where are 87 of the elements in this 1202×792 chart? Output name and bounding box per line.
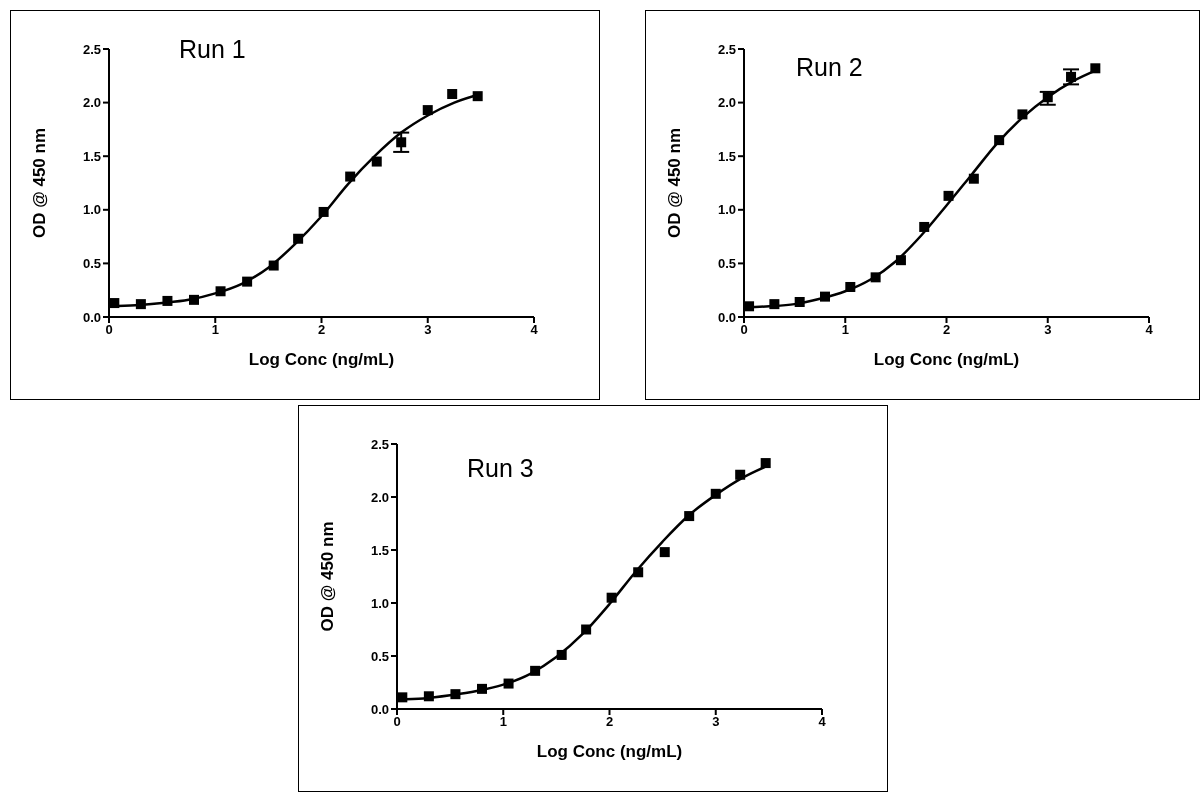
point xyxy=(556,649,567,660)
point xyxy=(845,281,856,292)
point xyxy=(659,547,670,558)
point xyxy=(581,624,592,635)
y-tick-label: 0.0 xyxy=(717,309,736,325)
y-tick-label: 2.5 xyxy=(370,436,389,452)
point xyxy=(943,190,954,201)
point xyxy=(371,156,382,167)
y-tick-label: 2.5 xyxy=(82,41,101,57)
point xyxy=(109,298,120,309)
point xyxy=(1090,63,1101,74)
point xyxy=(477,683,487,694)
point xyxy=(215,286,226,297)
y-tick-label: 0.5 xyxy=(82,256,101,272)
y-tick-label: 1.0 xyxy=(82,202,101,218)
y-tick-label: 0.5 xyxy=(717,256,736,272)
y-tick-label: 1.5 xyxy=(370,542,389,558)
x-tick-label: 3 xyxy=(712,714,720,730)
x-tick-label: 1 xyxy=(841,322,849,338)
x-tick-label: 0 xyxy=(393,714,401,730)
point xyxy=(710,488,721,499)
x-tick-label: 0 xyxy=(740,322,748,338)
y-tick-label: 2.0 xyxy=(370,489,389,505)
y-tick-label: 0.5 xyxy=(370,648,389,664)
point xyxy=(820,291,830,302)
x-tick-label: 0 xyxy=(105,322,113,338)
point xyxy=(472,91,483,102)
point xyxy=(242,276,253,287)
x-tick-label: 4 xyxy=(818,714,827,730)
x-tick-label: 2 xyxy=(942,322,951,338)
point xyxy=(318,206,329,217)
x-tick-label: 1 xyxy=(499,714,507,730)
point xyxy=(447,89,458,100)
point xyxy=(633,567,644,578)
point xyxy=(423,691,434,702)
y-tick-label: 2.0 xyxy=(717,95,736,111)
point xyxy=(162,295,173,306)
chart-title: Run 1 xyxy=(179,35,246,64)
y-axis-title: OD @ 450 nm xyxy=(30,127,50,239)
point xyxy=(268,260,279,271)
y-tick-label: 2.5 xyxy=(717,41,736,57)
x-tick-label: 4 xyxy=(530,322,539,338)
x-tick-label: 2 xyxy=(605,714,614,730)
y-tick-label: 2.0 xyxy=(82,95,101,111)
point xyxy=(397,692,408,703)
point xyxy=(919,221,930,232)
y-tick-label: 0.0 xyxy=(370,701,389,717)
point xyxy=(895,255,906,266)
point xyxy=(396,137,407,148)
point xyxy=(1017,109,1028,120)
point xyxy=(450,689,461,700)
point xyxy=(1042,92,1053,103)
y-tick-label: 1.0 xyxy=(717,202,736,218)
point xyxy=(606,592,617,603)
x-axis-title: Log Conc (ng/mL) xyxy=(873,350,1020,369)
point xyxy=(135,299,146,310)
point xyxy=(345,171,356,182)
point xyxy=(684,511,695,522)
point xyxy=(994,135,1005,146)
x-axis-title: Log Conc (ng/mL) xyxy=(248,350,395,369)
x-tick-label: 2 xyxy=(317,322,326,338)
point xyxy=(769,299,780,310)
point xyxy=(744,301,755,312)
y-tick-label: 1.5 xyxy=(717,148,736,164)
y-axis-title: OD @ 450 nm xyxy=(665,127,685,239)
chart-title: Run 3 xyxy=(467,454,534,483)
x-tick-label: 3 xyxy=(424,322,432,338)
point xyxy=(735,469,746,480)
point xyxy=(870,272,881,283)
y-tick-label: 1.0 xyxy=(370,595,389,611)
point xyxy=(503,678,514,689)
y-tick-label: 0.0 xyxy=(82,309,101,325)
x-tick-label: 4 xyxy=(1145,322,1154,338)
point xyxy=(794,296,805,307)
point xyxy=(968,173,979,184)
x-axis-title: Log Conc (ng/mL) xyxy=(536,742,683,761)
x-tick-label: 3 xyxy=(1044,322,1052,338)
point xyxy=(530,665,541,676)
chart-title: Run 2 xyxy=(796,53,863,82)
point xyxy=(189,294,199,305)
y-axis-title: OD @ 450 nm xyxy=(318,521,338,632)
point xyxy=(422,105,433,116)
point xyxy=(760,458,771,469)
x-tick-label: 1 xyxy=(211,322,219,338)
point xyxy=(293,233,304,244)
y-tick-label: 1.5 xyxy=(82,148,101,164)
point xyxy=(1066,71,1077,82)
